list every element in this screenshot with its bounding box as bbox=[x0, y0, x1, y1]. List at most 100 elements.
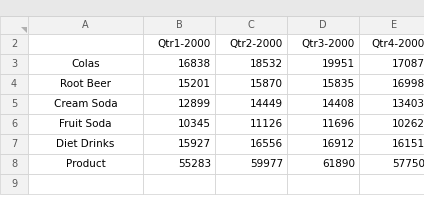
Text: 57750: 57750 bbox=[392, 159, 424, 169]
Bar bbox=[0, 54, 28, 74]
Bar bbox=[28, 74, 143, 94]
Bar bbox=[359, 74, 424, 94]
Bar bbox=[28, 94, 143, 114]
Bar bbox=[215, 174, 287, 194]
Bar bbox=[359, 16, 424, 34]
Bar bbox=[215, 114, 287, 134]
Text: E: E bbox=[391, 20, 397, 30]
Bar bbox=[0, 94, 28, 114]
Bar bbox=[0, 34, 28, 54]
Bar bbox=[287, 16, 359, 34]
Bar bbox=[287, 54, 359, 74]
Bar bbox=[359, 154, 424, 174]
Text: 14449: 14449 bbox=[250, 99, 283, 109]
Text: 55283: 55283 bbox=[178, 159, 211, 169]
Text: 59977: 59977 bbox=[250, 159, 283, 169]
Text: 15870: 15870 bbox=[250, 79, 283, 89]
Text: Qtr2-2000: Qtr2-2000 bbox=[230, 39, 283, 49]
Text: 5: 5 bbox=[11, 99, 17, 109]
Bar bbox=[143, 16, 215, 34]
Bar bbox=[359, 134, 424, 154]
Bar bbox=[143, 134, 215, 154]
Bar bbox=[359, 114, 424, 134]
Text: 15835: 15835 bbox=[322, 79, 355, 89]
Bar bbox=[359, 34, 424, 54]
Text: Qtr3-2000: Qtr3-2000 bbox=[302, 39, 355, 49]
Bar bbox=[143, 174, 215, 194]
Bar bbox=[215, 134, 287, 154]
Text: 19951: 19951 bbox=[322, 59, 355, 69]
Bar bbox=[0, 114, 28, 134]
Bar bbox=[287, 114, 359, 134]
Bar bbox=[287, 34, 359, 54]
Text: 15927: 15927 bbox=[178, 139, 211, 149]
Text: 10262: 10262 bbox=[392, 119, 424, 129]
Text: 11696: 11696 bbox=[322, 119, 355, 129]
Text: 7: 7 bbox=[11, 139, 17, 149]
Text: Colas: Colas bbox=[71, 59, 100, 69]
Bar bbox=[28, 114, 143, 134]
Text: 15201: 15201 bbox=[178, 79, 211, 89]
Text: 16556: 16556 bbox=[250, 139, 283, 149]
Bar bbox=[215, 94, 287, 114]
Text: Qtr4-2000: Qtr4-2000 bbox=[372, 39, 424, 49]
Bar bbox=[28, 16, 143, 34]
Bar bbox=[215, 34, 287, 54]
Text: 10345: 10345 bbox=[178, 119, 211, 129]
Bar bbox=[0, 0, 424, 16]
Bar bbox=[143, 54, 215, 74]
Text: 6: 6 bbox=[11, 119, 17, 129]
Text: 16912: 16912 bbox=[322, 139, 355, 149]
Text: 3: 3 bbox=[11, 59, 17, 69]
Bar bbox=[215, 16, 287, 34]
Bar bbox=[215, 154, 287, 174]
Text: 11126: 11126 bbox=[250, 119, 283, 129]
Text: 14408: 14408 bbox=[322, 99, 355, 109]
Bar bbox=[28, 34, 143, 54]
Bar bbox=[0, 74, 28, 94]
Bar bbox=[359, 54, 424, 74]
Text: 9: 9 bbox=[11, 179, 17, 189]
Text: D: D bbox=[319, 20, 327, 30]
Bar bbox=[0, 134, 28, 154]
Bar bbox=[287, 94, 359, 114]
Text: Qtr1-2000: Qtr1-2000 bbox=[158, 39, 211, 49]
Text: 18532: 18532 bbox=[250, 59, 283, 69]
Text: 2: 2 bbox=[11, 39, 17, 49]
Bar bbox=[28, 174, 143, 194]
Bar bbox=[287, 74, 359, 94]
Bar bbox=[28, 154, 143, 174]
Bar bbox=[0, 16, 28, 34]
Text: 4: 4 bbox=[11, 79, 17, 89]
Bar bbox=[143, 34, 215, 54]
Bar bbox=[143, 94, 215, 114]
Bar bbox=[215, 74, 287, 94]
Bar bbox=[287, 174, 359, 194]
Text: 16838: 16838 bbox=[178, 59, 211, 69]
Bar bbox=[359, 174, 424, 194]
Text: Diet Drinks: Diet Drinks bbox=[56, 139, 114, 149]
Text: 61890: 61890 bbox=[322, 159, 355, 169]
Bar bbox=[0, 174, 28, 194]
Bar bbox=[143, 154, 215, 174]
Text: 13403: 13403 bbox=[392, 99, 424, 109]
Text: 8: 8 bbox=[11, 159, 17, 169]
Text: 17087: 17087 bbox=[392, 59, 424, 69]
Text: B: B bbox=[176, 20, 182, 30]
Bar bbox=[287, 134, 359, 154]
Bar bbox=[28, 54, 143, 74]
Text: C: C bbox=[248, 20, 254, 30]
Bar bbox=[215, 54, 287, 74]
Text: Root Beer: Root Beer bbox=[60, 79, 111, 89]
Polygon shape bbox=[21, 27, 27, 33]
Bar bbox=[287, 154, 359, 174]
Text: 12899: 12899 bbox=[178, 99, 211, 109]
Text: Product: Product bbox=[66, 159, 106, 169]
Bar bbox=[0, 154, 28, 174]
Bar bbox=[143, 74, 215, 94]
Text: A: A bbox=[82, 20, 89, 30]
Bar bbox=[143, 114, 215, 134]
Text: 16998: 16998 bbox=[392, 79, 424, 89]
Bar bbox=[28, 134, 143, 154]
Bar bbox=[359, 94, 424, 114]
